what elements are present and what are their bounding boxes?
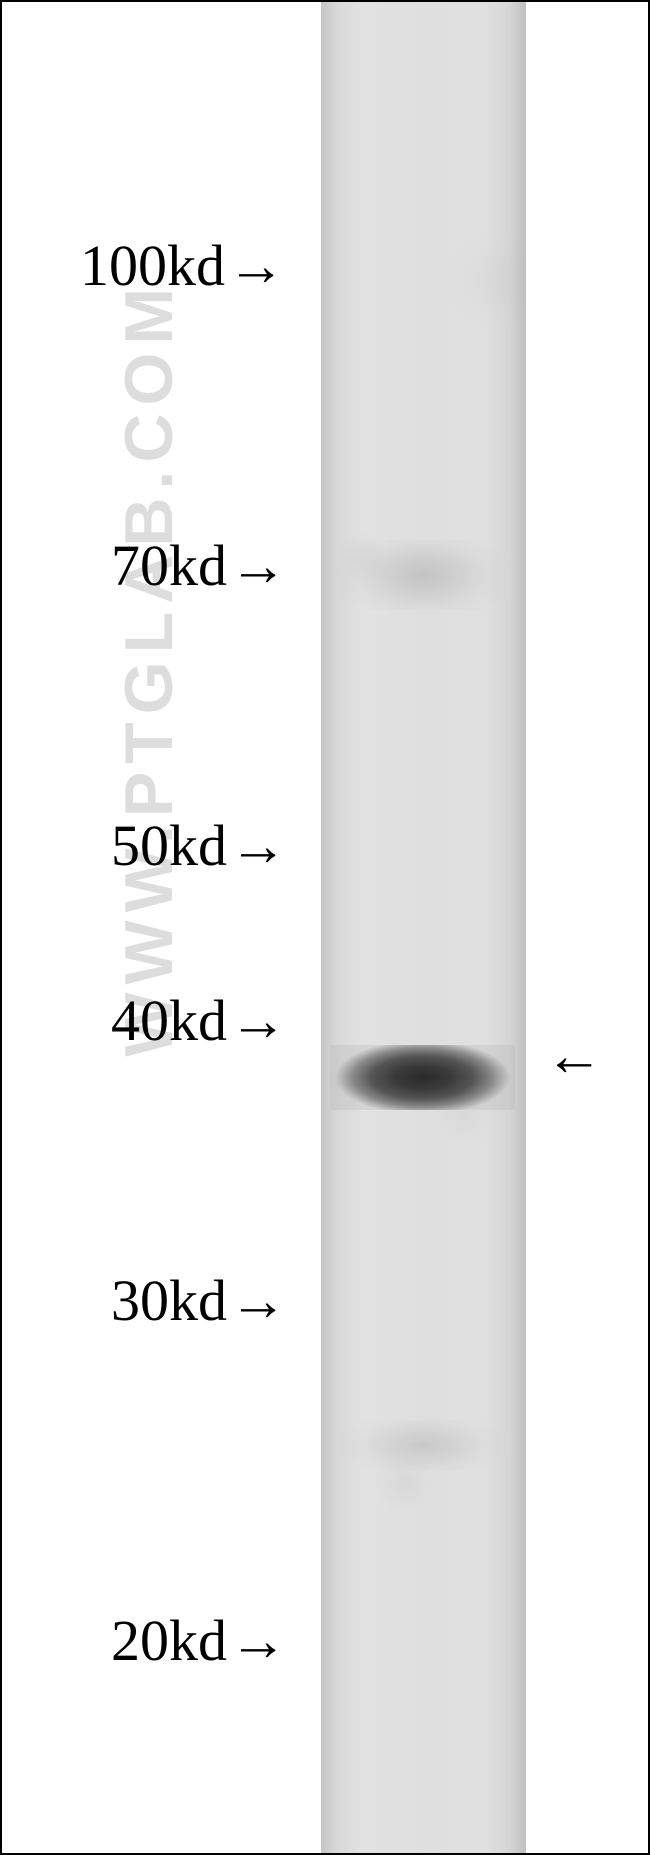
marker-50kd: 50kd→	[111, 812, 287, 879]
marker-arrow-icon: →	[229, 1267, 287, 1334]
western-blot-figure: WWW.PTGLAB.COM 100kd→ 70kd→ 50kd→ 40kd→ …	[0, 0, 650, 1855]
marker-arrow-icon: →	[227, 232, 285, 299]
watermark-text: WWW.PTGLAB.COM	[110, 280, 188, 1057]
marker-arrow-icon: →	[229, 532, 287, 599]
band-indicator-arrow-icon: ←	[545, 1022, 603, 1089]
border-left	[0, 0, 2, 1855]
marker-40kd: 40kd→	[111, 987, 287, 1054]
marker-100kd-text: 100kd	[80, 233, 225, 298]
marker-70kd-text: 70kd	[111, 533, 227, 598]
marker-20kd: 20kd→	[111, 1607, 287, 1674]
main-band-40kd	[330, 1045, 515, 1110]
marker-100kd: 100kd→	[80, 232, 285, 299]
marker-20kd-text: 20kd	[111, 1608, 227, 1673]
marker-70kd: 70kd→	[111, 532, 287, 599]
marker-40kd-text: 40kd	[111, 988, 227, 1053]
marker-50kd-text: 50kd	[111, 813, 227, 878]
marker-30kd: 30kd→	[111, 1267, 287, 1334]
blot-lane	[321, 2, 526, 1853]
faint-band-70kd	[330, 540, 515, 610]
border-top	[0, 0, 650, 2]
marker-arrow-icon: →	[229, 812, 287, 879]
marker-arrow-icon: →	[229, 1607, 287, 1674]
marker-arrow-icon: →	[229, 987, 287, 1054]
marker-30kd-text: 30kd	[111, 1268, 227, 1333]
faint-band-25kd	[335, 1420, 510, 1470]
